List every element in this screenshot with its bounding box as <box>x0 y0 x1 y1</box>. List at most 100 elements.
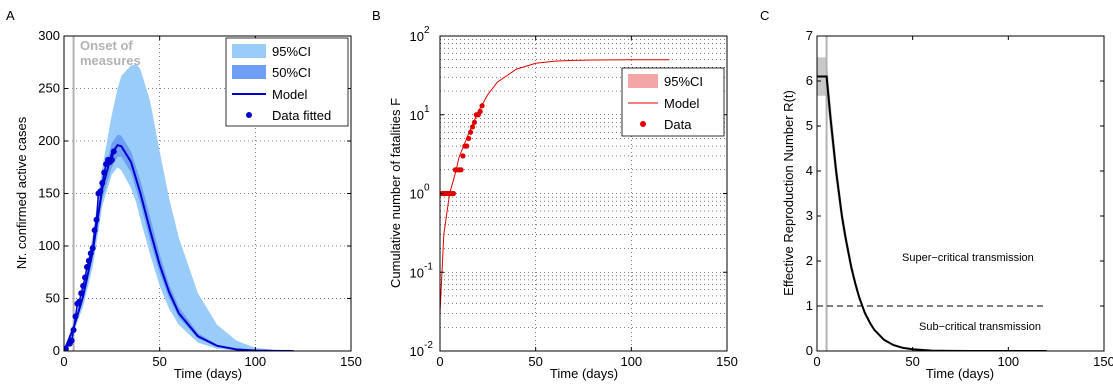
panel-b-ytick-exp: 2 <box>424 25 430 36</box>
panel-c-y-tick-labels: 0 1 2 3 4 5 6 7 <box>806 28 813 358</box>
panel-a-data-point <box>78 290 85 297</box>
panel-c-ytick-5: 5 <box>806 118 813 133</box>
panel-a-model-line <box>64 144 294 351</box>
panel-b-legend-data: Data <box>664 117 692 132</box>
panel-b-data-point <box>468 129 474 135</box>
panel-b-ytick-base: 10 <box>410 344 424 359</box>
panel-b-model-line <box>440 59 670 314</box>
panel-a-data-points <box>64 148 117 351</box>
panel-c-xtick-100: 100 <box>997 354 1019 369</box>
panel-b-ytick-base: 10 <box>410 29 424 44</box>
panel-a-data-point <box>87 250 94 257</box>
panel-a-ytick-200: 200 <box>38 133 60 148</box>
panel-a-data-point <box>76 298 83 305</box>
panel-c-xtick-150: 150 <box>1093 354 1113 369</box>
panel-b-data-point <box>477 108 483 115</box>
panel-c-super-label: Super−critical transmission <box>902 252 1034 264</box>
panel-a-data-point <box>99 180 106 186</box>
panel-a-data-point <box>64 345 69 351</box>
panel-a-xtick-100: 100 <box>244 354 266 369</box>
panel-a-data-point <box>91 227 98 234</box>
panel-a-ticks <box>63 35 352 352</box>
panel-b-legend: 95%CI Model Data <box>621 67 725 137</box>
panel-a-legend-ci95-swatch <box>232 44 266 58</box>
panel-a-data-point <box>97 188 104 195</box>
panel-a-data-point <box>72 313 79 320</box>
panel-a-data-point <box>93 216 100 223</box>
panel-a-legend-model: Model <box>272 87 308 102</box>
panel-a-ytick-250: 250 <box>38 81 60 96</box>
panel-a: A Onset of measures 0 50 100 150 0 50 10… <box>6 8 362 381</box>
panel-a-xtick-150: 150 <box>340 354 362 369</box>
panel-c-ytick-6: 6 <box>806 73 813 88</box>
panel-a-xtick-0: 0 <box>60 354 67 369</box>
panel-b-ytick-base: 10 <box>410 108 424 123</box>
panel-c-letter: C <box>760 8 769 23</box>
panel-b-data-point <box>458 167 464 173</box>
panel-b-xtick-0: 0 <box>436 354 443 369</box>
panel-c-model-line <box>817 75 1047 351</box>
panel-a-ytick-50: 50 <box>46 291 60 306</box>
panel-a-data-point <box>101 169 108 176</box>
panel-b-xtick-50: 50 <box>528 354 542 369</box>
panel-b-legend-data-swatch <box>640 121 646 127</box>
panel-b-xlabel: Time (days) <box>550 366 618 381</box>
panel-a-data-point <box>108 156 115 163</box>
panel-a-ci50-band <box>64 134 294 351</box>
panel-b-data-point <box>464 143 470 149</box>
panel-b-data-point <box>466 135 472 142</box>
panel-a-onset-label-1: Onset of <box>80 38 133 53</box>
panel-a-legend-ci50-swatch <box>232 65 266 79</box>
panel-a-data-point <box>70 327 77 333</box>
panel-c-ytick-4: 4 <box>806 163 813 178</box>
panel-b-ytick-exp: 0 <box>424 183 430 194</box>
panel-c-ytick-3: 3 <box>806 208 813 223</box>
panel-c-xtick-0: 0 <box>813 354 820 369</box>
panel-c-sub-label: Sub−critical transmission <box>919 321 1041 333</box>
panel-b-data-point <box>479 103 485 109</box>
panel-b-x-tick-labels: 0 50 100 150 <box>436 354 737 369</box>
panel-b-xtick-100: 100 <box>620 354 642 369</box>
panel-a-data-point <box>85 257 92 264</box>
panel-a-ytick-300: 300 <box>38 28 60 43</box>
panel-a-data-point <box>110 148 117 155</box>
panel-a-x-tick-labels: 0 50 100 150 <box>60 354 361 369</box>
panel-a-ylabel: Nr. confirmed active cases <box>14 116 29 269</box>
panel-c-ytick-7: 7 <box>806 28 813 43</box>
panel-c-axes-box <box>816 35 1105 352</box>
panel-a-ytick-150: 150 <box>38 186 60 201</box>
panel-b-legend-ci95: 95%CI <box>664 74 703 89</box>
panel-b-ticks <box>439 35 728 352</box>
panel-c-ylabel: Effective Reproduction Number R(t) <box>781 90 796 296</box>
panel-c-xlabel: Time (days) <box>926 366 994 381</box>
panel-b-ytick-base: 10 <box>410 187 424 202</box>
panel-b-letter: B <box>372 8 381 23</box>
panel-a-legend-ci95: 95%CI <box>272 44 311 59</box>
panel-a-legend-data: Data fitted <box>272 108 331 123</box>
panel-a-data-point <box>83 264 90 270</box>
panel-b-ytick-exp: -1 <box>424 261 433 272</box>
panel-b-legend-ci95-swatch <box>628 74 658 88</box>
panel-a-letter: A <box>6 8 15 23</box>
panel-b-data-point <box>460 153 466 159</box>
panel-c-ytick-0: 0 <box>806 343 813 358</box>
panel-a-data-point <box>68 337 75 344</box>
panel-b-ytick-exp: -2 <box>424 340 433 351</box>
panel-a-ytick-0: 0 <box>53 343 60 358</box>
panel-c: C Super−critical transmission Sub−critic… <box>760 8 1113 381</box>
panel-a-data-point <box>89 245 96 252</box>
panel-c-ytick-1: 1 <box>806 298 813 313</box>
panel-b-ytick-exp: 1 <box>424 104 430 115</box>
panel-a-y-tick-labels: 0 50 100 150 200 250 300 <box>38 28 60 358</box>
panel-a-onset-label-2: measures <box>80 53 141 68</box>
panel-b-ylabel: Cumulative number of fatalities F <box>388 98 403 288</box>
panel-a-data-point <box>80 282 87 289</box>
panel-b-data-point <box>471 119 478 125</box>
panel-a-ytick-100: 100 <box>38 238 60 253</box>
panel-b-data-point <box>450 190 456 197</box>
panel-a-data-point <box>82 274 89 281</box>
panel-b-ytick-base: 10 <box>410 265 424 280</box>
panel-b-data-point <box>469 124 476 130</box>
